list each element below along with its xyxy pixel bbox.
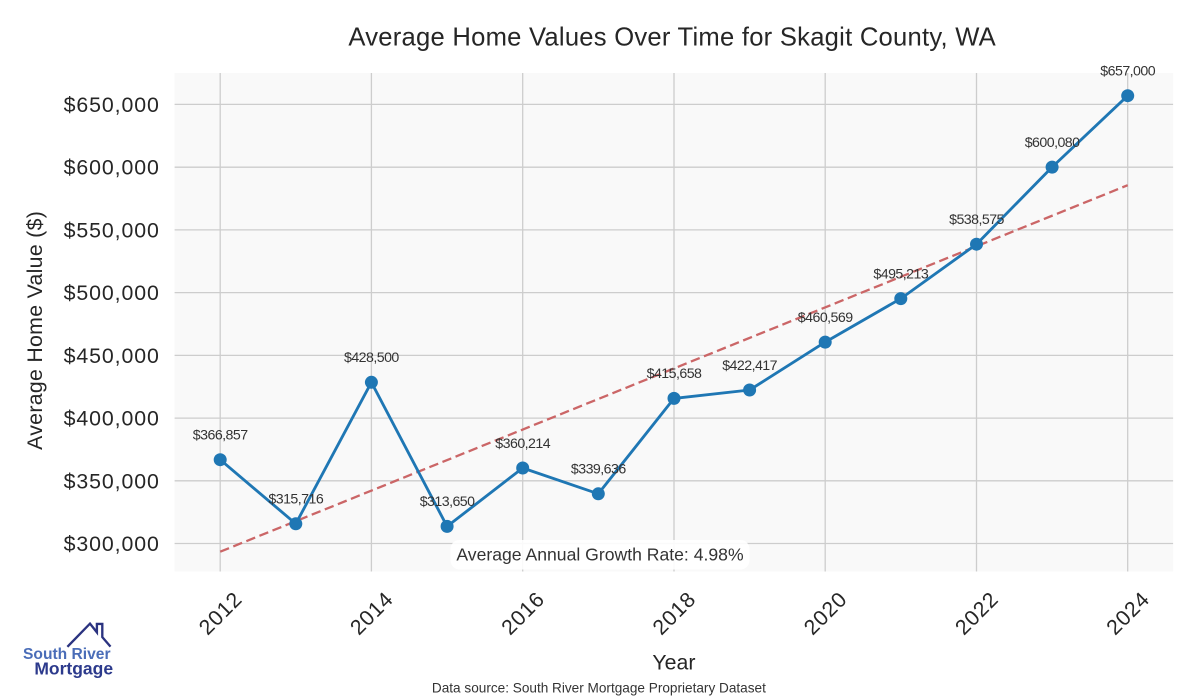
svg-text:2014: 2014 [345,587,398,640]
svg-text:Average Home Value ($): Average Home Value ($) [23,211,47,450]
svg-text:2016: 2016 [497,587,550,640]
svg-text:2012: 2012 [194,587,247,640]
svg-text:Data source: South River Mortg: Data source: South River Mortgage Propri… [432,681,766,696]
svg-text:$339,636: $339,636 [571,462,626,478]
svg-text:2020: 2020 [799,587,852,640]
svg-text:Mortgage: Mortgage [34,659,113,679]
svg-text:$428,500: $428,500 [344,350,399,366]
svg-text:Average Home Values Over Time: Average Home Values Over Time for Skagit… [348,24,996,52]
svg-text:$300,000: $300,000 [64,532,160,556]
svg-text:$450,000: $450,000 [64,344,160,368]
svg-text:$366,857: $366,857 [193,428,248,444]
svg-text:$415,658: $415,658 [647,366,702,382]
svg-text:2022: 2022 [950,587,1003,640]
svg-text:$538,575: $538,575 [949,212,1004,228]
svg-text:$315,716: $315,716 [268,492,323,508]
svg-text:$350,000: $350,000 [64,469,160,493]
svg-text:$657,000: $657,000 [1100,64,1155,80]
svg-text:$460,569: $460,569 [798,310,853,326]
svg-text:$500,000: $500,000 [64,281,160,305]
svg-text:2024: 2024 [1102,587,1155,640]
svg-text:$495,213: $495,213 [873,266,928,282]
svg-text:$600,000: $600,000 [64,156,160,180]
svg-text:Year: Year [652,650,695,674]
svg-text:Average Annual Growth Rate: 4.: Average Annual Growth Rate: 4.98% [456,545,744,565]
svg-text:$650,000: $650,000 [64,93,160,117]
svg-text:$550,000: $550,000 [64,218,160,242]
svg-text:$360,214: $360,214 [495,436,550,452]
svg-text:$400,000: $400,000 [64,407,160,431]
svg-text:$422,417: $422,417 [722,358,777,374]
svg-text:2018: 2018 [648,587,701,640]
svg-text:$600,080: $600,080 [1025,135,1080,151]
svg-text:$313,650: $313,650 [420,494,475,510]
svg-text:South River: South River [23,646,111,663]
